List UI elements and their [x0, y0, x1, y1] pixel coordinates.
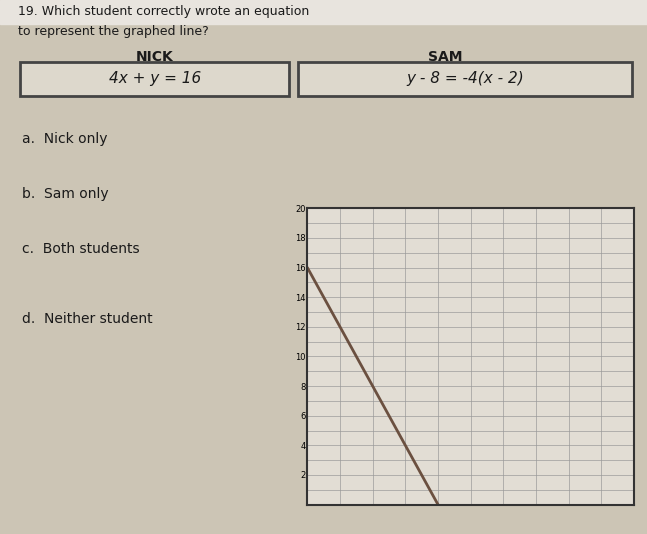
Text: d.  Neither student: d. Neither student	[22, 312, 153, 326]
Text: to represent the graphed line?: to represent the graphed line?	[18, 25, 209, 37]
Bar	[0, 0, 647, 24]
FancyBboxPatch shape	[20, 62, 289, 96]
Text: 19. Which student correctly wrote an equation: 19. Which student correctly wrote an equ…	[18, 5, 309, 19]
FancyBboxPatch shape	[298, 62, 632, 96]
Text: NICK: NICK	[136, 50, 174, 64]
Text: SAM: SAM	[428, 50, 462, 64]
Text: 4x + y = 16: 4x + y = 16	[109, 72, 201, 87]
Text: b.  Sam only: b. Sam only	[22, 187, 109, 201]
Text: y - 8 = -4(x - 2): y - 8 = -4(x - 2)	[406, 72, 524, 87]
Text: c.  Both students: c. Both students	[22, 242, 140, 256]
Text: a.  Nick only: a. Nick only	[22, 132, 107, 146]
